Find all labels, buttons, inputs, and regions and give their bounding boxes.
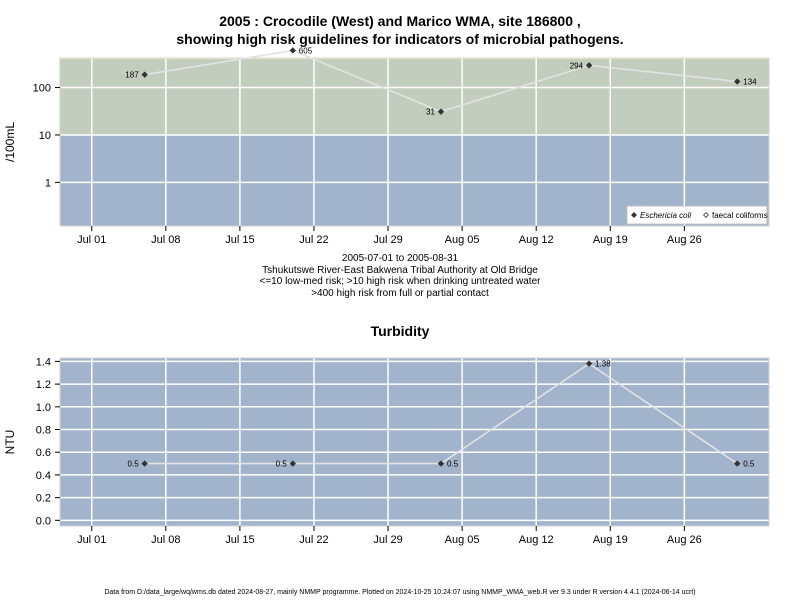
chart2-x-tick-label-7: Aug 12 [519,534,554,546]
chart2-series-1-point-3 [437,460,445,467]
caption-block: 2005-07-01 to 2005-08-31 Tshukutswe Rive… [0,253,800,299]
chart2-series-1-point-4 [585,360,593,367]
chart1-x-tick-label-7: Aug 12 [519,234,554,246]
chart2-series-1-point-1 [141,460,148,467]
chart2-series-1-data-label-1: 0.5 [128,460,140,469]
chart1-y-axis-label: /100mL [3,122,17,162]
chart1-series-1-point-5 [734,78,741,85]
chart1-x-tick-label-1: Jul 01 [77,234,106,246]
chart2-x-tick-label-6: Aug 05 [445,534,480,546]
chart2-x-tick-label-5: Jul 29 [373,534,402,546]
chart1-y-tick-label-3: 100 [33,83,51,95]
chart2-y-axis-label: NTU [3,430,17,455]
chart2-y-tick-label-1: 0.0 [36,515,51,527]
chart1-series-1-data-label-3: 31 [426,108,435,117]
footer-note: Data from D:/data_large/wq/wms.db dated … [104,589,696,596]
chart1-legend-label-2: faecal coliforms [712,211,768,220]
caption-line-guideline-contact: >400 high risk from full or partial cont… [311,287,489,299]
chart1-x-tick-label-4: Jul 22 [299,234,328,246]
chart1-y-tick-label-1: 1 [45,177,51,189]
chart2-series-1-data-label-4: 1.38 [595,360,611,369]
chart-titles: 2005 : Crocodile (West) and Marico WMA, … [0,12,800,48]
chart2-x-tick-label-4: Jul 22 [299,534,328,546]
chart1-series-1-point-2 [289,47,297,54]
chart1-series-1-point-4 [585,62,593,69]
chart-title-line1: 2005 : Crocodile (West) and Marico WMA, … [219,13,581,29]
caption-line-site: Tshukutswe River-East Bakwena Tribal Aut… [262,264,538,276]
chart2-series-1-point-2 [289,460,297,467]
chart2-x-tick-label-2: Jul 08 [151,534,180,546]
chart2-x-tick-label-8: Aug 19 [593,534,628,546]
chart2-x-tick-label-3: Jul 15 [225,534,254,546]
chart2-series-1-data-label-2: 0.5 [276,460,288,469]
chart2-frame [59,357,770,527]
chart1-series-1-data-label-2: 605 [299,46,313,55]
chart1-legend-box [626,205,768,225]
chart2-y-tick-label-4: 0.6 [36,447,51,459]
chart1-legend-marker-1 [631,212,637,218]
chart1-x-tick-label-8: Aug 19 [593,234,628,246]
chart1-series-1-data-label-4: 294 [570,61,584,70]
chart2-title: Turbidity [371,323,430,339]
chart1-x-tick-label-5: Jul 29 [373,234,402,246]
chart2-y-tick-label-6: 1.0 [36,402,51,414]
chart1-y-tick-label-2: 10 [39,130,51,142]
chart1-legend-label-1: Eschericia coli [640,211,691,220]
chart1-legend-marker-2 [703,212,709,218]
chart-title-line2: showing high risk guidelines for indicat… [176,31,624,47]
caption-line-guideline-drinking: <=10 low-med risk; >10 high risk when dr… [259,276,541,287]
chart1-x-tick-label-6: Aug 05 [445,234,480,246]
chart1-risk-zone-3 [60,58,769,60]
chart2-series-1-point-5 [734,460,741,467]
chart2-y-tick-label-2: 0.2 [36,493,51,505]
chart2-y-tick-label-8: 1.4 [36,356,51,368]
chart2-series-1-data-label-5: 0.5 [743,460,755,469]
chart2-y-tick-label-7: 1.2 [36,379,51,391]
chart2-y-tick-label-5: 0.8 [36,425,51,437]
chart1-frame [59,57,770,227]
chart1-series-1-point-3 [437,108,445,115]
chart1-x-tick-label-9: Aug 26 [667,234,702,246]
chart1-series-1-data-label-5: 134 [743,78,757,87]
chart2-y-tick-label-3: 0.4 [36,470,51,482]
caption-line-date-range: 2005-07-01 to 2005-08-31 [341,253,459,264]
chart1-x-tick-label-2: Jul 08 [151,234,180,246]
chart2-x-tick-label-9: Aug 26 [667,534,702,546]
chart1-series-1-data-label-1: 187 [125,71,139,80]
chart2-series-1-data-label-3: 0.5 [447,460,459,469]
chart1-x-tick-label-3: Jul 15 [225,234,254,246]
chart2-x-tick-label-1: Jul 01 [77,534,106,546]
chart1-series-1-point-1 [141,71,148,78]
